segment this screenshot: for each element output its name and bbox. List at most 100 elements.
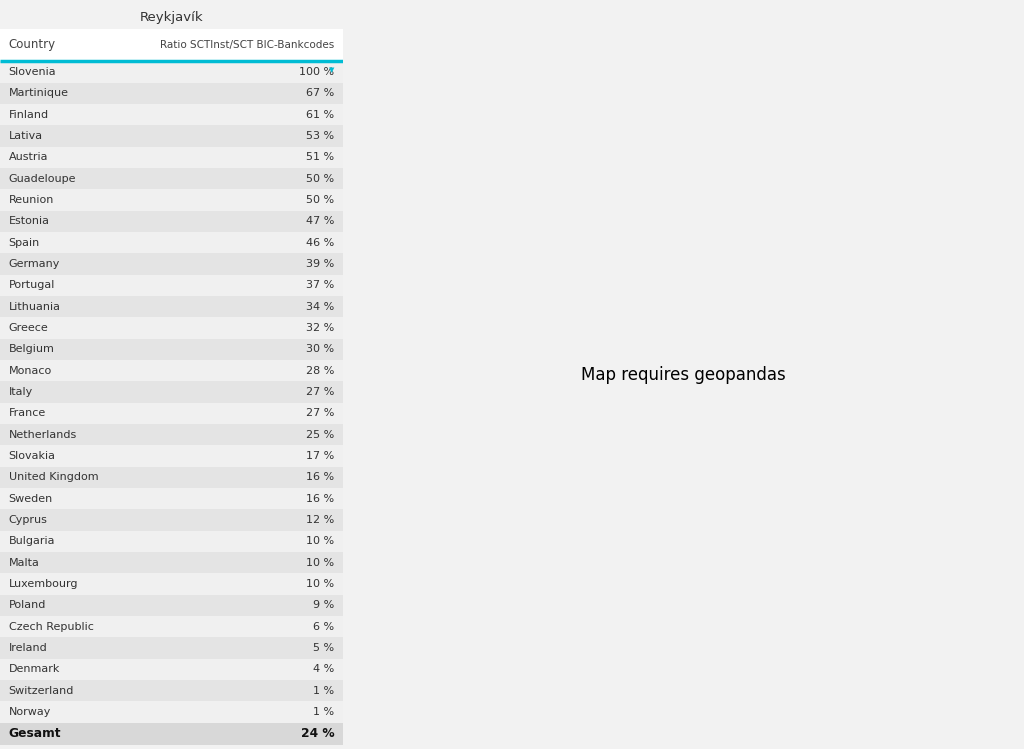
Text: ▼: ▼	[329, 67, 335, 73]
Text: Slovakia: Slovakia	[8, 451, 55, 461]
Text: 1 %: 1 %	[313, 707, 335, 717]
Bar	[0, 168, 343, 189]
Text: Portugal: Portugal	[8, 280, 55, 291]
Bar	[0, 381, 343, 403]
Bar	[0, 723, 343, 745]
Text: 61 %: 61 %	[306, 110, 335, 120]
Text: 25 %: 25 %	[306, 430, 335, 440]
Bar	[0, 658, 343, 680]
Text: Bulgaria: Bulgaria	[8, 536, 55, 546]
Text: 51 %: 51 %	[306, 152, 335, 163]
Text: 9 %: 9 %	[313, 601, 335, 610]
Text: Reunion: Reunion	[8, 195, 54, 205]
Text: 10 %: 10 %	[306, 558, 335, 568]
Text: 1 %: 1 %	[313, 685, 335, 696]
Bar	[0, 318, 343, 339]
Bar	[0, 616, 343, 637]
Bar	[0, 467, 343, 488]
Text: Ratio SCTInst/SCT BIC-Bankcodes: Ratio SCTInst/SCT BIC-Bankcodes	[160, 40, 335, 50]
Bar	[0, 29, 343, 61]
Text: Greece: Greece	[8, 323, 48, 333]
Bar	[0, 488, 343, 509]
Text: Lativa: Lativa	[8, 131, 43, 141]
Text: 34 %: 34 %	[306, 302, 335, 312]
Text: 16 %: 16 %	[306, 494, 335, 503]
Bar	[0, 446, 343, 467]
Text: Austria: Austria	[8, 152, 48, 163]
Text: 4 %: 4 %	[313, 664, 335, 674]
Bar	[0, 253, 343, 275]
Text: Italy: Italy	[8, 387, 33, 397]
Text: 32 %: 32 %	[306, 323, 335, 333]
Text: Finland: Finland	[8, 110, 49, 120]
Text: 12 %: 12 %	[306, 515, 335, 525]
Text: Lithuania: Lithuania	[8, 302, 60, 312]
Text: 37 %: 37 %	[306, 280, 335, 291]
Bar	[0, 595, 343, 616]
Text: 46 %: 46 %	[306, 237, 335, 248]
Text: 16 %: 16 %	[306, 473, 335, 482]
Bar	[0, 360, 343, 381]
Bar	[0, 210, 343, 232]
Text: Country: Country	[8, 38, 55, 52]
Bar	[0, 552, 343, 573]
Text: 28 %: 28 %	[306, 366, 335, 376]
Bar	[0, 403, 343, 424]
Text: Belgium: Belgium	[8, 345, 54, 354]
Text: France: France	[8, 408, 46, 419]
Bar	[0, 147, 343, 168]
Text: 5 %: 5 %	[313, 643, 335, 653]
Text: 100 %: 100 %	[299, 67, 335, 77]
Text: 30 %: 30 %	[306, 345, 335, 354]
Bar	[0, 82, 343, 104]
Text: Cyprus: Cyprus	[8, 515, 47, 525]
Text: 47 %: 47 %	[306, 216, 335, 226]
Text: 39 %: 39 %	[306, 259, 335, 269]
Text: Germany: Germany	[8, 259, 60, 269]
Bar	[0, 701, 343, 723]
Text: Czech Republic: Czech Republic	[8, 622, 93, 631]
Bar	[0, 424, 343, 446]
Bar	[0, 104, 343, 125]
Text: 67 %: 67 %	[306, 88, 335, 98]
Bar	[0, 680, 343, 701]
Text: Netherlands: Netherlands	[8, 430, 77, 440]
Text: Slovenia: Slovenia	[8, 67, 56, 77]
Text: Spain: Spain	[8, 237, 40, 248]
Text: 27 %: 27 %	[306, 387, 335, 397]
Text: 50 %: 50 %	[306, 195, 335, 205]
Text: Sweden: Sweden	[8, 494, 53, 503]
Text: Ireland: Ireland	[8, 643, 47, 653]
Text: Switzerland: Switzerland	[8, 685, 74, 696]
Text: Guadeloupe: Guadeloupe	[8, 174, 76, 184]
Text: 27 %: 27 %	[306, 408, 335, 419]
Bar	[0, 232, 343, 253]
Bar	[0, 509, 343, 531]
Text: 24 %: 24 %	[301, 727, 335, 740]
Bar	[0, 61, 343, 82]
Bar	[0, 573, 343, 595]
Text: 10 %: 10 %	[306, 579, 335, 589]
Text: Martinique: Martinique	[8, 88, 69, 98]
Bar	[0, 275, 343, 296]
Text: Malta: Malta	[8, 558, 40, 568]
Bar	[0, 339, 343, 360]
Text: 10 %: 10 %	[306, 536, 335, 546]
Bar	[0, 531, 343, 552]
Text: Map requires geopandas: Map requires geopandas	[582, 366, 785, 383]
Text: Poland: Poland	[8, 601, 46, 610]
Text: Estonia: Estonia	[8, 216, 49, 226]
Text: Monaco: Monaco	[8, 366, 52, 376]
Text: 6 %: 6 %	[313, 622, 335, 631]
Bar	[0, 189, 343, 210]
Bar	[0, 637, 343, 658]
Bar	[0, 125, 343, 147]
Text: Reykjavík: Reykjavík	[139, 11, 204, 24]
Text: 53 %: 53 %	[306, 131, 335, 141]
Text: Denmark: Denmark	[8, 664, 60, 674]
Bar	[0, 296, 343, 318]
Text: United Kingdom: United Kingdom	[8, 473, 98, 482]
Text: 17 %: 17 %	[306, 451, 335, 461]
Text: Norway: Norway	[8, 707, 51, 717]
Text: Luxembourg: Luxembourg	[8, 579, 78, 589]
